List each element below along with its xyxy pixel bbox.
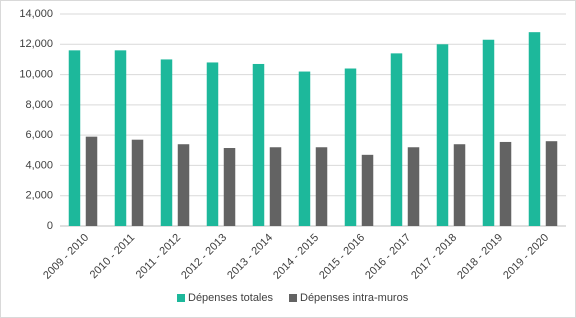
bar bbox=[114, 50, 127, 226]
bar bbox=[68, 50, 81, 226]
bar bbox=[344, 68, 357, 226]
y-tick-label: 10,000 bbox=[19, 68, 53, 80]
bar bbox=[315, 147, 328, 226]
bar bbox=[252, 63, 265, 226]
bar bbox=[223, 148, 236, 226]
bar bbox=[436, 44, 449, 227]
legend-label: Dépenses totales bbox=[188, 292, 273, 304]
bar bbox=[528, 32, 541, 226]
y-tick-label: 8,000 bbox=[25, 99, 53, 111]
y-tick-label: 4,000 bbox=[25, 159, 53, 171]
bar bbox=[269, 147, 282, 226]
bar bbox=[499, 141, 512, 226]
bar bbox=[390, 53, 403, 226]
bar bbox=[407, 147, 420, 226]
legend-swatch bbox=[177, 294, 185, 302]
bar bbox=[160, 59, 173, 226]
bar bbox=[131, 139, 144, 226]
bar bbox=[453, 144, 466, 226]
y-tick-label: 0 bbox=[47, 220, 53, 232]
bar bbox=[298, 71, 311, 227]
y-tick-label: 14,000 bbox=[19, 8, 53, 20]
bar bbox=[206, 62, 219, 227]
bar bbox=[545, 141, 558, 226]
y-tick-label: 2,000 bbox=[25, 190, 53, 202]
legend-swatch bbox=[289, 294, 297, 302]
bar bbox=[361, 154, 374, 226]
y-tick-label: 6,000 bbox=[25, 129, 53, 141]
y-tick-label: 12,000 bbox=[19, 38, 53, 50]
legend-label: Dépenses intra-muros bbox=[300, 292, 409, 304]
bar bbox=[85, 136, 98, 226]
bar bbox=[482, 39, 495, 226]
bar bbox=[177, 144, 190, 226]
